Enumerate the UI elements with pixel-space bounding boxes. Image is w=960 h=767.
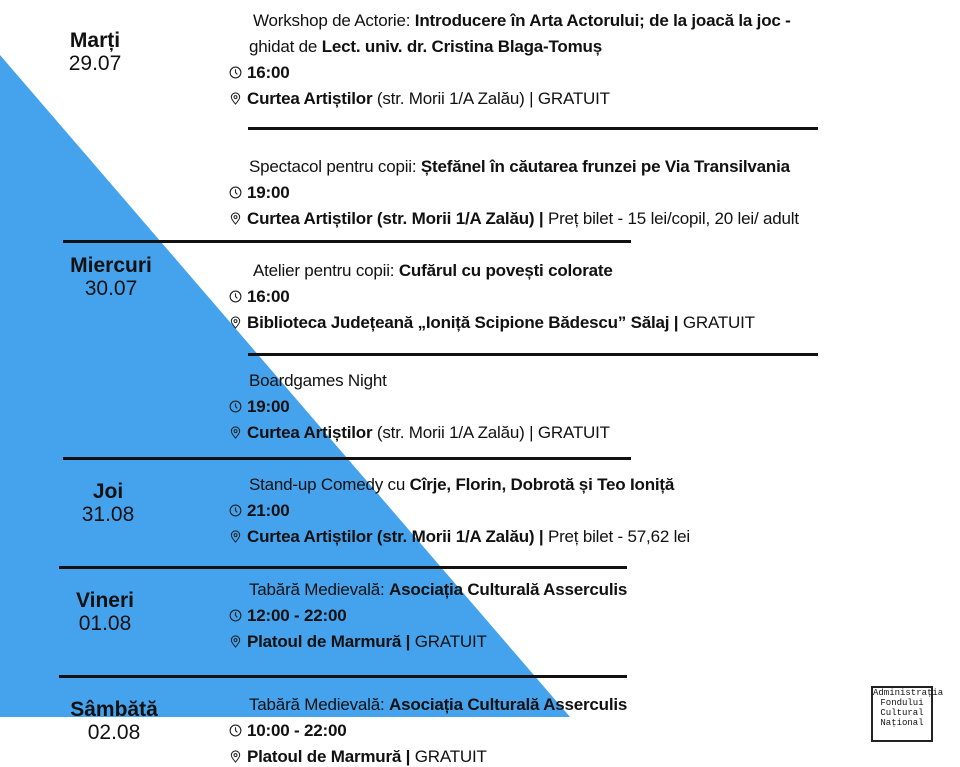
day-joi: Joi 31.08 bbox=[48, 480, 168, 526]
event-time: 19:00 bbox=[229, 397, 290, 417]
text: Marți bbox=[69, 29, 121, 52]
event-title: Tabără Medievală: Asociația Culturală As… bbox=[249, 695, 627, 715]
text: Miercuri bbox=[70, 254, 152, 277]
text: ghidat de bbox=[249, 37, 322, 56]
event-title-continued: ghidat de Lect. univ. dr. Cristina Blaga… bbox=[249, 37, 602, 57]
event-time: 21:00 bbox=[229, 501, 290, 521]
text: 16:00 bbox=[247, 287, 290, 306]
event-title: Atelier pentru copii: Cufărul cu povești… bbox=[253, 261, 613, 281]
divider bbox=[63, 457, 631, 460]
text: 19:00 bbox=[247, 183, 290, 202]
text: Fondului bbox=[880, 698, 924, 708]
event-time: 12:00 - 22:00 bbox=[229, 606, 347, 626]
blue-triangle-decoration bbox=[0, 55, 570, 717]
text: 10:00 - 22:00 bbox=[247, 721, 347, 740]
location-pin-icon bbox=[230, 635, 241, 648]
event-venue: Curtea Artiștilor (str. Morii 1/A Zalău)… bbox=[229, 423, 610, 443]
text: Atelier pentru copii: bbox=[253, 261, 399, 280]
divider bbox=[63, 240, 631, 243]
day-miercuri: Miercuri 30.07 bbox=[51, 254, 171, 300]
text: Spectacol pentru copii: bbox=[249, 157, 421, 176]
event-time: 16:00 bbox=[229, 287, 290, 307]
text: Cîrje, Florin, Dobrotă și Teo Ioniță bbox=[409, 475, 675, 494]
clock-icon bbox=[229, 290, 242, 303]
afcn-logo: Administrația Fondului Cultural Național bbox=[871, 686, 944, 742]
day-marti: Marți 29.07 bbox=[35, 29, 155, 75]
text: Curtea Artiștilor bbox=[247, 423, 373, 442]
text: Sâmbătă bbox=[70, 698, 158, 721]
day-vineri: Vineri 01.08 bbox=[45, 589, 165, 635]
text: Workshop de Actorie: bbox=[253, 11, 415, 30]
event-title: Workshop de Actorie: Introducere în Arta… bbox=[253, 11, 791, 31]
event-venue: Platoul de Marmură | GRATUIT bbox=[229, 747, 487, 767]
event-title: Spectacol pentru copii: Ștefănel în căut… bbox=[249, 157, 790, 177]
text: Curtea Artiștilor bbox=[247, 89, 373, 108]
text: Cufărul cu povești colorate bbox=[398, 261, 613, 280]
location-pin-icon bbox=[230, 316, 241, 329]
text: (str. Morii 1/A Zalău) | GRATUIT bbox=[372, 423, 610, 442]
text: Ștefănel în căutarea frunzei pe Via Tran… bbox=[420, 157, 790, 176]
text: Boardgames Night bbox=[249, 371, 387, 390]
event-time: 19:00 bbox=[229, 183, 290, 203]
clock-icon bbox=[229, 186, 242, 199]
text: Tabără Medievală: bbox=[249, 695, 390, 714]
text: 19:00 bbox=[247, 397, 290, 416]
clock-icon bbox=[229, 400, 242, 413]
text: Joi bbox=[92, 480, 124, 503]
text: Vineri bbox=[76, 589, 134, 612]
location-pin-icon bbox=[230, 212, 241, 225]
text: GRATUIT bbox=[678, 313, 755, 332]
text: (str. Morii 1/A Zalău) | GRATUIT bbox=[372, 89, 610, 108]
text: 31.08 bbox=[81, 503, 135, 526]
text: 01.08 bbox=[78, 612, 132, 635]
event-venue: Platoul de Marmură | GRATUIT bbox=[229, 632, 487, 652]
clock-icon bbox=[229, 609, 242, 622]
text: Administrația bbox=[873, 688, 944, 698]
text: 12:00 - 22:00 bbox=[247, 606, 347, 625]
event-venue: Curtea Artiștilor (str. Morii 1/A Zalău)… bbox=[229, 89, 610, 109]
text: Tabără Medievală: bbox=[249, 580, 390, 599]
text: 30.07 bbox=[84, 277, 138, 300]
text: Asociația Culturală Asserculis bbox=[389, 580, 628, 599]
event-venue: Biblioteca Județeană „Ioniță Scipione Bă… bbox=[229, 313, 755, 333]
text: Stand-up Comedy cu bbox=[249, 475, 410, 494]
event-venue: Curtea Artiștilor (str. Morii 1/A Zalău)… bbox=[229, 527, 690, 547]
text: Introducere în Arta Actorului; de la joa… bbox=[414, 11, 791, 30]
text: Preț bilet - 57,62 lei bbox=[543, 527, 691, 546]
text: Curtea Artiștilor (str. Morii 1/A Zalău)… bbox=[247, 527, 544, 546]
event-time: 10:00 - 22:00 bbox=[229, 721, 347, 741]
event-title: Stand-up Comedy cu Cîrje, Florin, Dobrot… bbox=[249, 475, 674, 495]
text: Asociația Culturală Asserculis bbox=[389, 695, 628, 714]
event-time: 16:00 bbox=[229, 63, 290, 83]
text: Platoul de Marmură | bbox=[247, 632, 411, 651]
clock-icon bbox=[229, 66, 242, 79]
location-pin-icon bbox=[230, 750, 241, 763]
text: 02.08 bbox=[87, 721, 141, 744]
divider bbox=[59, 675, 627, 678]
text: Cultural bbox=[880, 708, 924, 718]
text: 29.07 bbox=[68, 52, 122, 75]
day-sambata: Sâmbătă 02.08 bbox=[54, 698, 174, 744]
location-pin-icon bbox=[230, 426, 241, 439]
divider bbox=[59, 566, 627, 569]
text: Lect. univ. dr. Cristina Blaga-Tomuș bbox=[321, 37, 602, 56]
event-title: Boardgames Night bbox=[249, 371, 387, 391]
divider bbox=[248, 353, 818, 356]
event-title: Tabără Medievală: Asociația Culturală As… bbox=[249, 580, 627, 600]
text: Național bbox=[880, 718, 924, 728]
text: Preț bilet - 15 lei/copil, 20 lei/ adult bbox=[543, 209, 799, 228]
clock-icon bbox=[229, 724, 242, 737]
divider bbox=[248, 127, 818, 130]
clock-icon bbox=[229, 504, 242, 517]
location-pin-icon bbox=[230, 530, 241, 543]
text: 16:00 bbox=[247, 63, 290, 82]
text: 21:00 bbox=[247, 501, 290, 520]
event-venue: Curtea Artiștilor (str. Morii 1/A Zalău)… bbox=[229, 209, 799, 229]
location-pin-icon bbox=[230, 92, 241, 105]
text: Curtea Artiștilor (str. Morii 1/A Zalău)… bbox=[247, 209, 544, 228]
text: Biblioteca Județeană „Ioniță Scipione Bă… bbox=[247, 313, 679, 332]
text: GRATUIT bbox=[410, 632, 487, 651]
